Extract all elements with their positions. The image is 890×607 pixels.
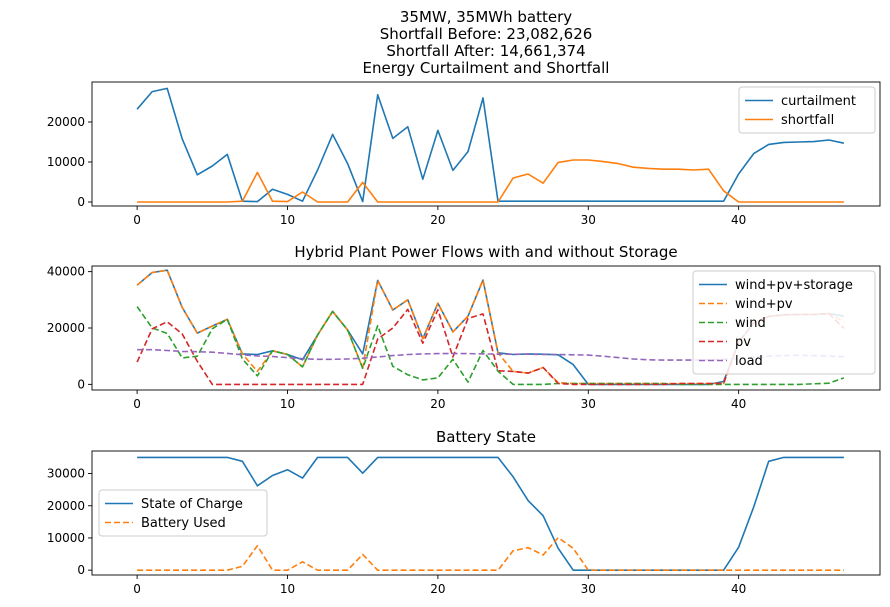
x-tick-label: 0: [133, 213, 141, 227]
x-tick-label: 10: [280, 397, 295, 411]
chart-title: Battery State: [436, 428, 536, 446]
legend-box: [98, 489, 268, 537]
axes-frame: [91, 81, 881, 207]
chart-title: Hybrid Plant Power Flows with and withou…: [294, 243, 677, 261]
x-tick-label: 0: [133, 397, 141, 411]
y-tick-label: 0: [77, 563, 85, 577]
x-tick-label: 40: [731, 582, 746, 596]
axes-frame: [91, 450, 881, 576]
legend: State of Charge Battery Used: [98, 489, 268, 537]
series-line-pv: [136, 308, 845, 386]
x-tick-label: 40: [731, 213, 746, 227]
legend-label: pv: [735, 335, 751, 350]
y-tick-label: 40000: [47, 265, 85, 279]
power-flows-plot: 0 10 20 30 4002000040000wind+pv+storagewind+…: [47, 265, 881, 411]
y-tick-label: 20000: [47, 321, 85, 335]
x-tick-label: 10: [280, 582, 295, 596]
legend-label: shortfall: [781, 113, 834, 128]
legend-label: Battery Used: [141, 516, 226, 531]
legend-box: [692, 270, 876, 375]
y-tick-label: 10000: [47, 155, 85, 169]
y-tick-label: 10000: [47, 531, 85, 545]
x-tick-label: 30: [581, 213, 596, 227]
x-tick-label: 20: [430, 213, 445, 227]
x-tick-label: 20: [430, 582, 445, 596]
figure-title-line-3: Shortfall After: 14,661,374: [386, 42, 585, 60]
battery-state-plot: 0 10 20 30 40 0 10000 20000 30000 State of Charge…: [47, 450, 881, 596]
legend-label: State of Charge: [141, 497, 243, 512]
x-tick-label: 20: [430, 397, 445, 411]
figure-title-line-1: 35MW, 35MWh battery: [400, 8, 572, 26]
legend-label: curtailment: [781, 94, 856, 109]
x-tick-label: 10: [280, 213, 295, 227]
legend: curtailment shortfall: [738, 86, 876, 134]
x-tick-label: 0: [133, 582, 141, 596]
y-tick-label: 20000: [47, 499, 85, 513]
legend-box: [738, 86, 876, 134]
series-line-battery-used: [137, 536, 844, 572]
series-line-state-of-charge: [137, 456, 844, 572]
legend: wind+pv+storage wind+pv wind pv load: [692, 270, 876, 375]
y-tick-label: 20000: [47, 115, 85, 129]
y-tick-label: 0: [77, 195, 85, 209]
series-line-wind: [136, 306, 845, 386]
y-tick-label: 30000: [47, 467, 85, 481]
curtailment-shortfall-plot: 0 10 20 30 40 0 10000 20000 curtailment shortfall: [47, 81, 881, 227]
x-tick-label: 30: [581, 397, 596, 411]
x-tick-label: 30: [581, 582, 596, 596]
series-line-curtailment: [136, 87, 845, 203]
legend-label: wind+pv+storage: [735, 278, 853, 293]
legend-label: wind+pv: [735, 297, 793, 312]
chart-title: Energy Curtailment and Shortfall: [363, 59, 610, 77]
series-line-shortfall: [137, 159, 844, 203]
x-tick-label: 40: [731, 397, 746, 411]
y-tick-label: 0: [77, 377, 85, 391]
legend-label: wind: [735, 316, 766, 331]
figure-title-line-2: Shortfall Before: 23,082,626: [380, 25, 593, 43]
legend-label: load: [735, 354, 763, 369]
series-line-wind-pv: [136, 269, 845, 385]
